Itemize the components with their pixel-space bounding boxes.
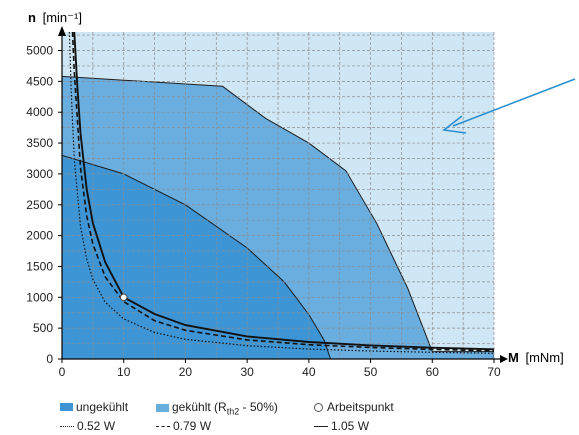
y-tick-label: 4500 (26, 74, 53, 88)
legend-label-cooled: gekühlt (Rth2 - 50%) (172, 400, 278, 417)
legend-label-079w: 0.79 W (173, 419, 212, 433)
x-tick-label: 70 (487, 365, 501, 379)
dotted-line-icon (60, 425, 74, 427)
curve-079w (71, 32, 494, 352)
legend-item-079w: 0.79 W (156, 419, 211, 433)
y-tick-label: 500 (33, 321, 53, 335)
dashed-line-icon (156, 425, 170, 427)
operating-point-icon (314, 402, 323, 412)
legend-item-052w: 0.52 W (60, 419, 115, 433)
curve-105w (73, 32, 494, 351)
x-tick-label: 40 (302, 365, 316, 379)
legend-label-052w: 0.52 W (77, 419, 116, 433)
x-tick-label: 20 (179, 365, 193, 379)
x-tick-label: 30 (240, 365, 254, 379)
legend-label-uncooled: ungekühlt (76, 400, 129, 414)
y-tick-label: 1000 (26, 290, 53, 304)
legend-item-105w: 1.05 W (314, 419, 369, 433)
x-tick-label: 10 (117, 365, 131, 379)
operating-point-marker (119, 293, 128, 302)
y-tick-label: 3500 (26, 136, 53, 150)
legend-label-operating-point: Arbeitspunkt (327, 400, 394, 414)
y-tick-label: 2500 (26, 198, 53, 212)
y-tick-label: 5000 (26, 44, 53, 58)
torque-speed-chart: 0 10 20 30 40 50 60 70 0 500 1000 1500 2000 2500 3000 3… (26, 10, 576, 379)
legend-item-cooled: gekühlt (Rth2 - 50%) (156, 400, 278, 416)
legend-item-uncooled: ungekühlt (60, 400, 128, 414)
y-tick-label: 4000 (26, 105, 53, 119)
y-tick-label: 1500 (26, 259, 53, 273)
cooled-swatch (156, 404, 169, 413)
x-tick-label: 50 (364, 365, 378, 379)
y-tick-label: 3000 (26, 167, 53, 181)
x-tick-label: 0 (59, 365, 66, 379)
legend-label-105w: 1.05 W (331, 419, 370, 433)
pointer-arrow (442, 78, 576, 134)
solid-line-icon (314, 425, 328, 427)
uncooled-swatch (60, 403, 73, 411)
y-tick-label: 2000 (26, 229, 53, 243)
x-axis-arrowhead (500, 355, 508, 363)
y-axis-arrowhead (58, 26, 66, 36)
x-axis-label: M [mNm] (508, 350, 564, 365)
y-tick-label: 0 (46, 352, 53, 366)
y-axis-label: n [min⁻¹] (28, 10, 82, 25)
legend-item-operating-point: Arbeitspunkt (314, 400, 394, 414)
x-tick-label: 60 (426, 365, 440, 379)
